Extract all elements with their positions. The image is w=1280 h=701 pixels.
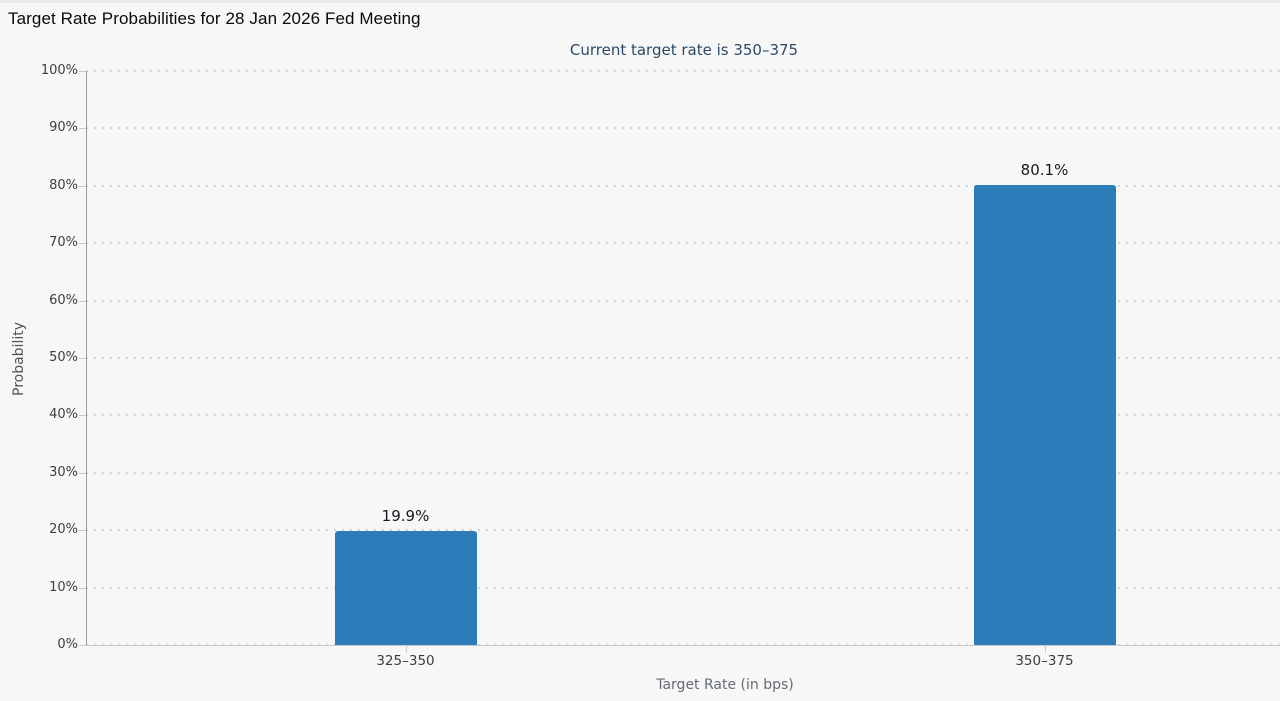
y-axis-tick: [79, 243, 86, 245]
gridline-70%: [86, 242, 1280, 245]
y-axis-title: Probability: [11, 322, 27, 397]
y-tick-label: 10%: [49, 579, 78, 595]
chart-subtitle: Current target rate is 350–375: [569, 41, 799, 59]
top-edge-strip: [0, 0, 1280, 3]
gridline-80%: [86, 184, 1280, 187]
y-axis-line: [86, 71, 87, 645]
gridline-40%: [86, 414, 1280, 417]
bar-value-label: 80.1%: [1020, 161, 1069, 180]
gridline-10%: [86, 586, 1280, 589]
y-axis-tick: [79, 358, 86, 359]
gridline-60%: [86, 299, 1280, 302]
chart-title: Target Rate Probabilities for 28 Jan 202…: [8, 9, 421, 28]
y-tick-label: 70%: [49, 235, 78, 251]
x-axis-line: [86, 645, 1280, 646]
y-tick-label: 90%: [49, 120, 78, 136]
y-axis-tick: [79, 300, 86, 302]
y-tick-label: 100%: [40, 63, 78, 78]
y-tick-label: 20%: [49, 522, 78, 538]
x-category-label: 350–375: [1015, 653, 1074, 669]
y-axis-tick: [79, 185, 86, 187]
y-tick-label: 50%: [49, 350, 78, 365]
y-axis-tick: [79, 472, 86, 474]
y-axis-tick: [79, 587, 86, 589]
x-axis-title: Target Rate (in bps): [656, 677, 794, 693]
x-axis-tick: [1044, 646, 1046, 652]
x-axis-tick: [405, 646, 407, 652]
x-category-label: 325–350: [376, 653, 435, 669]
gridline-100%: [86, 70, 1280, 72]
y-tick-label: 30%: [49, 464, 78, 480]
y-tick-label: 0%: [57, 637, 78, 652]
y-axis-tick: [79, 71, 86, 72]
y-tick-label: 80%: [49, 177, 78, 193]
probability-bar[interactable]: [334, 530, 477, 645]
gridline-90%: [86, 127, 1280, 130]
bar-value-label: 19.9%: [381, 506, 430, 525]
gridline-20%: [86, 529, 1280, 532]
y-axis-tick: [79, 128, 86, 130]
y-tick-label: 40%: [49, 407, 78, 423]
y-tick-label: 60%: [49, 292, 78, 308]
probability-bar[interactable]: [973, 185, 1116, 645]
y-axis-tick: [79, 530, 86, 532]
y-axis-tick: [79, 415, 86, 417]
y-axis-tick: [79, 645, 86, 646]
gridline-50%: [86, 357, 1280, 359]
gridline-30%: [86, 471, 1280, 474]
